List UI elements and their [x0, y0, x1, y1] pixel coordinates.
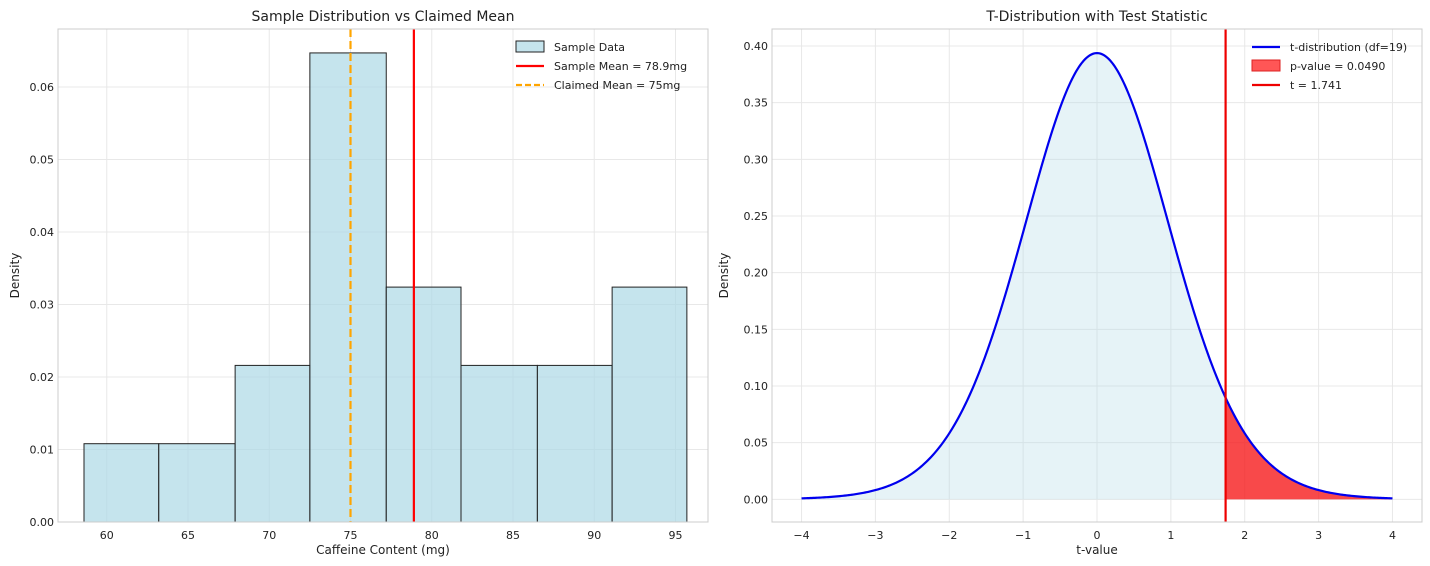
legend-label: p-value = 0.0490: [1290, 60, 1385, 73]
histogram-bar: [536, 364, 613, 523]
x-tick-label: 2: [1241, 529, 1248, 542]
x-tick-label: 85: [506, 529, 520, 542]
x-tick-label: −3: [867, 529, 883, 542]
y-tick-label: 0.00: [30, 516, 55, 529]
y-tick-label: 0.20: [744, 267, 769, 280]
x-tick-label: 80: [425, 529, 439, 542]
y-tick-label: 0.25: [744, 210, 769, 223]
y-tick-label: 0.30: [744, 153, 769, 166]
distribution-fill: [801, 53, 1393, 500]
x-tick-label: 0: [1094, 529, 1101, 542]
y-tick-label: 0.35: [744, 97, 769, 110]
y-axis-label: Density: [717, 253, 731, 299]
x-axis-label: Caffeine Content (mg): [316, 543, 450, 557]
histogram-bar: [234, 364, 311, 523]
histogram-bar: [309, 52, 387, 523]
x-tick-label: 90: [587, 529, 601, 542]
x-tick-label: −4: [793, 529, 809, 542]
legend-swatch: [515, 40, 545, 53]
y-tick-label: 0.05: [30, 154, 55, 167]
histogram-bar: [460, 364, 538, 523]
y-axis-label: Density: [8, 253, 22, 299]
x-tick-label: 1: [1167, 529, 1174, 542]
x-axis-label: t-value: [1076, 543, 1118, 557]
chart-title: Sample Distribution vs Claimed Mean: [252, 9, 515, 25]
x-tick-label: 70: [262, 529, 276, 542]
x-tick-label: 4: [1389, 529, 1396, 542]
x-tick-label: −1: [1015, 529, 1031, 542]
plot-frame: [771, 28, 1423, 523]
x-tick-label: −2: [941, 529, 957, 542]
x-tick-label: 95: [669, 529, 683, 542]
y-tick-label: 0.04: [30, 226, 55, 239]
p-value-area: [1225, 397, 1393, 500]
y-tick-label: 0.00: [744, 493, 769, 506]
legend-label: t = 1.741: [1290, 79, 1342, 92]
y-tick-label: 0.10: [744, 380, 769, 393]
x-tick-label: 75: [344, 529, 358, 542]
y-tick-label: 0.03: [30, 299, 55, 312]
legend-label: Sample Mean = 78.9mg: [554, 60, 687, 73]
legend-label: Sample Data: [554, 41, 625, 54]
t-distribution-chart: −4 −3 −2 −1 0 1 2 3 4 0.00 0.05 0.10 0.15 0.20 0.25 0.3…: [717, 9, 1423, 557]
x-tick-label: 60: [100, 529, 114, 542]
chart-title: T-Distribution with Test Statistic: [985, 9, 1207, 25]
histogram-bar: [611, 286, 688, 523]
x-tick-label: 65: [181, 529, 195, 542]
histogram-chart: 60 65 70 75 80 85 90 95 0.00 0.01 0.02 0.03 0.04 0.05…: [8, 9, 709, 557]
histogram-bar: [385, 286, 462, 523]
legend-label: t-distribution (df=19): [1290, 41, 1407, 54]
y-tick-label: 0.06: [30, 81, 55, 94]
y-tick-label: 0.02: [30, 371, 55, 384]
x-tick-label: 3: [1315, 529, 1322, 542]
plot-frame: [57, 28, 709, 523]
y-tick-label: 0.15: [744, 323, 769, 336]
legend-swatch: [1251, 59, 1281, 72]
y-tick-label: 0.40: [744, 40, 769, 53]
y-tick-label: 0.05: [744, 437, 769, 450]
t-distribution-curve: [801, 52, 1393, 500]
histogram-bar: [158, 443, 236, 523]
legend-label: Claimed Mean = 75mg: [554, 79, 680, 92]
y-tick-label: 0.01: [30, 444, 55, 457]
histogram-bar: [83, 443, 160, 523]
